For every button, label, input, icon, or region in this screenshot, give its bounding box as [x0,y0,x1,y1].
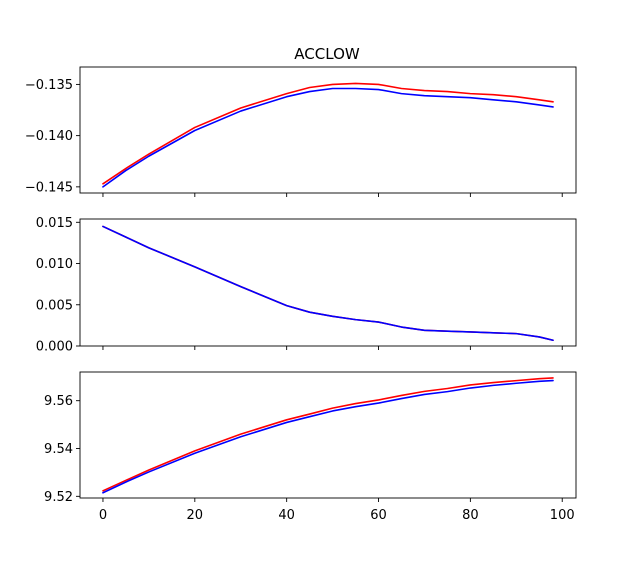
subplot-3-frame [79,371,577,499]
subplot-2: 0.000 0.005 0.010 0.015 [36,216,577,355]
subplot-2-frame [79,218,577,347]
subplot-3-ytick-label: 9.56 [44,394,73,409]
xtick-label: 0 [99,508,107,523]
chart-title: ACCLOW [294,45,360,63]
subplot-3-red-line [102,377,554,492]
subplot-2-blue-line [102,225,554,342]
subplot-3-ytick-label: 9.54 [44,442,73,457]
subplot-1-red-line [102,82,554,185]
subplot-3-ytick-label: 9.52 [44,490,73,505]
subplot-1-frame [79,66,577,194]
subplot-1-ytick-label: −0.135 [25,78,73,93]
xtick-label: 20 [187,508,204,523]
subplot-1-blue-line [102,87,554,188]
xtick-label: 80 [462,508,479,523]
xtick-label: 60 [370,508,387,523]
subplot-1: −0.145 −0.140 −0.135 [25,66,577,197]
subplot-1-ytick-label: −0.140 [25,129,73,144]
subplot-3-blue-line [102,379,554,494]
subplot-3: 9.52 9.54 9.56 0 20 40 60 80 100 [44,371,577,523]
subplot-2-ytick-label: 0.015 [36,216,73,231]
xtick-label: 100 [550,508,575,523]
subplot-panels: −0.145 −0.140 −0.135 0.000 0.005 0.010 0.015 9.… [25,66,577,523]
subplot-2-red-line [102,225,554,342]
subplot-2-ytick-label: 0.010 [36,257,73,272]
subplot-1-ytick-label: −0.145 [25,180,73,195]
subplot-2-ytick-label: 0.005 [36,298,73,313]
xtick-label: 40 [278,508,295,523]
subplot-2-ytick-label: 0.000 [36,340,73,355]
